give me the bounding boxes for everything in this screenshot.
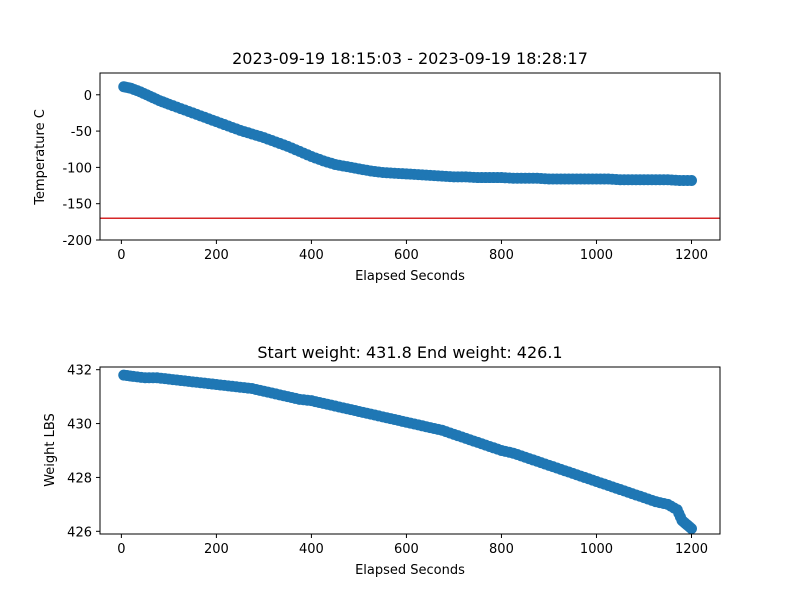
weight-data-point xyxy=(685,523,697,535)
temperature-y-tick-label: -50 xyxy=(71,125,92,140)
temperature-plot-frame xyxy=(99,72,721,241)
weight-y-tick-label: 428 xyxy=(67,471,92,486)
temperature-y-axis-label: Temperature C xyxy=(33,109,48,206)
weight-plot: Start weight: 431.8 End weight: 426.1 El… xyxy=(43,343,721,578)
weight-x-tick-label: 0 xyxy=(117,542,125,557)
weight-y-axis-label: Weight LBS xyxy=(43,413,58,487)
temperature-x-tick-label: 1000 xyxy=(580,248,613,263)
temperature-y-tick-label: 0 xyxy=(84,89,92,104)
weight-y-tick-label: 430 xyxy=(67,418,92,433)
weight-y-tick-label: 432 xyxy=(67,364,92,379)
temperature-plot: 2023-09-19 18:15:03 - 2023-09-19 18:28:1… xyxy=(33,49,721,284)
temperature-x-tick-label: 800 xyxy=(489,248,514,263)
temperature-ticks: 0 200 400 600 800 1000 1200 -200 -150 -100 -50 0 xyxy=(62,89,708,263)
weight-x-axis-label: Elapsed Seconds xyxy=(355,563,465,578)
weight-x-tick-label: 800 xyxy=(489,542,514,557)
temperature-x-tick-label: 0 xyxy=(117,248,125,263)
temperature-x-axis-label: Elapsed Seconds xyxy=(355,269,465,284)
weight-x-tick-label: 1200 xyxy=(675,542,708,557)
weight-x-tick-label: 400 xyxy=(299,542,324,557)
temperature-data-point xyxy=(685,174,697,186)
weight-x-tick-label: 200 xyxy=(204,542,229,557)
temperature-y-tick-label: -150 xyxy=(62,198,92,213)
weight-data-points xyxy=(118,369,697,535)
temperature-x-tick-label: 200 xyxy=(204,248,229,263)
temperature-y-tick-label: -100 xyxy=(62,161,92,176)
temperature-x-tick-label: 600 xyxy=(394,248,419,263)
weight-x-tick-label: 1000 xyxy=(580,542,613,557)
temperature-data-points xyxy=(100,81,720,219)
temperature-x-tick-label: 400 xyxy=(299,248,324,263)
weight-ticks: 0 200 400 600 800 1000 1200 426 428 430 432 xyxy=(67,364,708,557)
temperature-plot-title: 2023-09-19 18:15:03 - 2023-09-19 18:28:1… xyxy=(232,49,588,68)
weight-plot-title: Start weight: 431.8 End weight: 426.1 xyxy=(257,343,562,362)
weight-plot-frame xyxy=(99,366,721,535)
temperature-x-tick-label: 1200 xyxy=(675,248,708,263)
temperature-y-tick-label: -200 xyxy=(62,234,92,249)
weight-y-tick-label: 426 xyxy=(67,525,92,540)
weight-x-tick-label: 600 xyxy=(394,542,419,557)
